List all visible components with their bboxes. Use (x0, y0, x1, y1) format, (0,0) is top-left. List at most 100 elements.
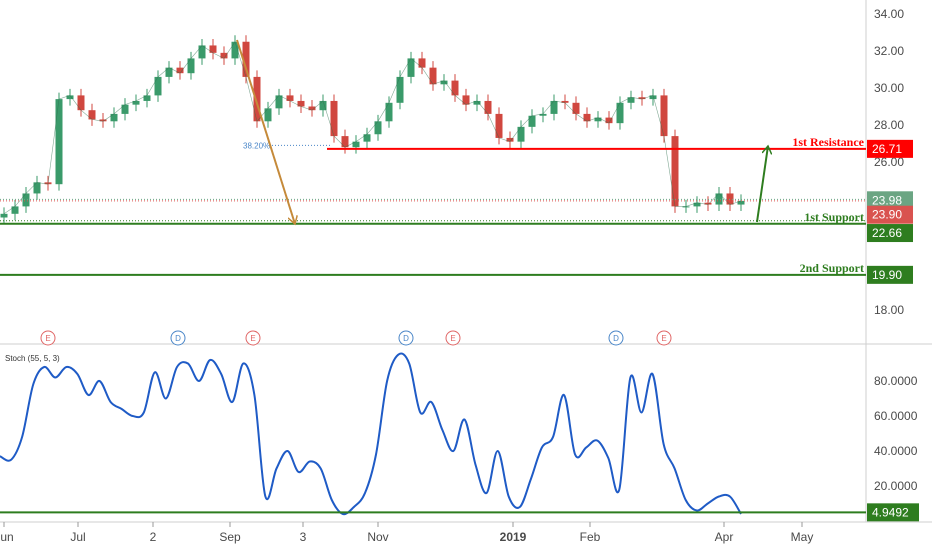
indicator-tick-label: 60.0000 (874, 409, 918, 423)
candle (407, 58, 415, 77)
tag-support-1-bg (867, 224, 913, 243)
candle (330, 100, 338, 137)
candle (308, 106, 316, 111)
bearish-arrow (236, 39, 295, 224)
level-label: 1st Support (804, 210, 864, 224)
bullish-arrow (756, 146, 768, 223)
candle (594, 117, 602, 122)
candle (264, 108, 272, 122)
indicator-tick-label: 80.0000 (874, 374, 918, 388)
candle (352, 141, 360, 148)
price-tick-label: 30.00 (874, 81, 904, 95)
event-label: E (45, 334, 50, 343)
candle (638, 97, 646, 100)
tag-price-high: 23.98 (872, 193, 902, 207)
x-tick-label: May (791, 530, 814, 544)
event-marker (398, 330, 414, 346)
level-label: 1st Resistance (792, 135, 864, 149)
stoch-value-tag: 4.9492 (872, 505, 909, 519)
candle (374, 121, 382, 135)
fib-label: 38.20% (243, 141, 270, 150)
candle (495, 113, 503, 138)
candle (165, 67, 173, 77)
candle (429, 67, 437, 85)
candle (55, 99, 63, 185)
candle (671, 136, 679, 207)
event-marker (40, 330, 56, 346)
x-tick-label: 3 (300, 530, 307, 544)
x-tick-label: Jun (0, 530, 14, 544)
candle (583, 113, 591, 122)
candle (539, 113, 547, 116)
indicator-tick-label: 20.0000 (874, 479, 918, 493)
candle (440, 80, 448, 85)
candle (121, 104, 129, 114)
candle (242, 41, 250, 77)
event-label: D (175, 334, 181, 343)
tag-resistance-bg (867, 139, 913, 158)
candle (484, 100, 492, 114)
candle (231, 41, 239, 59)
x-tick-label: Sep (219, 530, 241, 544)
tag-resistance: 26.71 (872, 142, 902, 156)
x-tick-label: 2 (150, 530, 157, 544)
x-tick-label: Nov (367, 530, 388, 544)
candle (77, 95, 85, 111)
candle (66, 95, 74, 100)
price-tick-label: 34.00 (874, 7, 904, 21)
event-marker (656, 330, 672, 346)
tag-price-last-bg (867, 205, 913, 224)
candle (605, 117, 613, 124)
price-tick-label: 28.00 (874, 118, 904, 132)
candle (297, 100, 305, 107)
candle (506, 137, 514, 142)
candle (319, 100, 327, 111)
candle (715, 193, 723, 205)
price-tick-label: 26.00 (874, 155, 904, 169)
candle (22, 193, 30, 207)
candle (682, 206, 690, 208)
stoch-value-tag-bg (867, 503, 919, 522)
tag-price-last: 23.90 (872, 208, 902, 222)
candle (528, 115, 536, 127)
stoch-line (0, 352, 742, 516)
candle (286, 95, 294, 101)
price-panel: 34.00 32.00 30.00 28.00 26.00 18.00 1st Resist… (0, 0, 932, 522)
x-tick-label: Apr (715, 530, 734, 544)
price-tick-label: 18.00 (874, 303, 904, 317)
tag-support-2-bg (867, 265, 913, 284)
candle (451, 80, 459, 96)
candle (396, 76, 404, 103)
candle (462, 95, 470, 105)
indicator-name: Stoch (55, 5, 3) (5, 354, 60, 363)
event-marker (608, 330, 624, 346)
event-label: D (403, 334, 409, 343)
candle (473, 100, 481, 105)
candle (341, 136, 349, 148)
event-marker (245, 330, 261, 346)
candle (99, 119, 107, 122)
candle (550, 100, 558, 114)
candle (627, 97, 635, 103)
x-tick-label: 2019 (500, 530, 527, 544)
candle (154, 76, 162, 96)
event-marker (170, 330, 186, 346)
candle (143, 95, 151, 101)
candle (110, 113, 118, 122)
tag-support-2: 19.90 (872, 268, 902, 282)
candle (198, 45, 206, 59)
x-tick-label: Feb (580, 530, 601, 544)
tag-price-high-bg (867, 191, 913, 210)
x-axis: Jun Jul 2 Sep 3 Nov 2019 Feb Apr May (0, 521, 932, 544)
candle (187, 58, 195, 74)
indicator-tick-label: 40.0000 (874, 444, 918, 458)
event-label: D (613, 334, 619, 343)
candle (253, 76, 261, 122)
candle (693, 202, 701, 207)
candle (0, 213, 8, 218)
price-tick-label: 32.00 (874, 44, 904, 58)
tag-support-1: 22.66 (872, 226, 902, 240)
candle (88, 110, 96, 120)
candle (11, 206, 19, 214)
candle (660, 95, 668, 137)
